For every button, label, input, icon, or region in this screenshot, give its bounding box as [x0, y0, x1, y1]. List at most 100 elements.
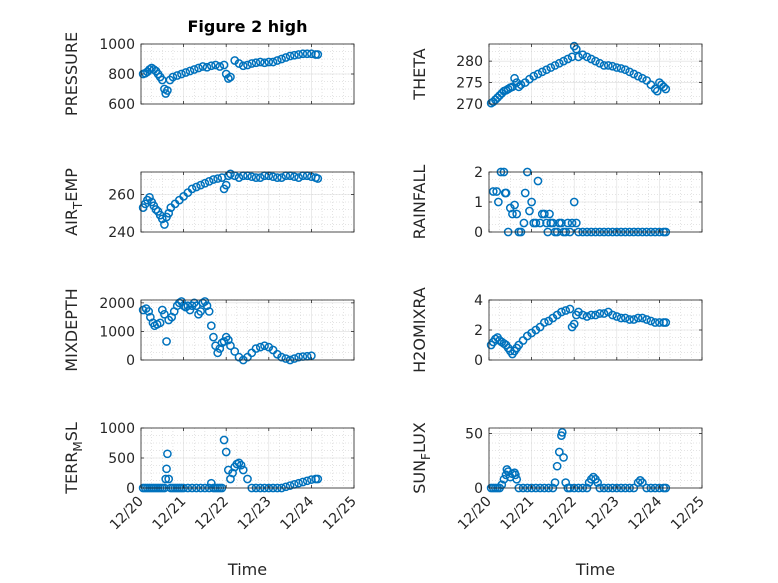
- x-tick-label: 12/21: [150, 494, 190, 534]
- data-point: [221, 447, 231, 457]
- y-tick-label: 1000: [99, 37, 135, 53]
- data-point: [550, 61, 560, 70]
- data-point: [219, 60, 229, 70]
- data-point: [516, 80, 526, 90]
- data-point: [194, 63, 203, 73]
- data-point: [512, 474, 522, 484]
- data-point: [251, 58, 261, 68]
- data-point: [591, 56, 600, 66]
- data-point: [172, 71, 182, 80]
- series-markers: [138, 49, 323, 98]
- data-point: [185, 305, 195, 315]
- data-point: [307, 475, 316, 484]
- data-point: [313, 50, 323, 59]
- data-point: [272, 173, 282, 182]
- data-point: [527, 197, 536, 207]
- data-point: [552, 461, 562, 471]
- data-point: [545, 209, 554, 219]
- axes-sun_flux: 0 50 12/20 12/21 12/22 12/23 12/24 12/25 Time SUN…: [410, 422, 708, 579]
- y-tick-label: 0: [474, 481, 483, 497]
- data-point: [277, 352, 286, 362]
- y-axis-label-part: MIXDEPTH: [62, 288, 81, 371]
- data-point: [494, 197, 503, 207]
- data-point: [655, 318, 664, 327]
- data-point: [155, 318, 165, 328]
- y-tick-label: 2: [474, 323, 483, 339]
- data-point: [285, 51, 295, 61]
- y-axis-label: PRESSURE: [62, 32, 81, 116]
- data-point: [285, 481, 295, 490]
- y-tick-label: 240: [108, 225, 135, 241]
- data-point: [196, 180, 205, 190]
- data-point: [571, 218, 581, 228]
- data-point: [294, 478, 303, 488]
- data-point: [546, 63, 556, 72]
- axes-pressure: 600 800 1000 Figure 2 high PRESSURE: [62, 17, 355, 116]
- x-tick-label: 12/21: [498, 494, 538, 534]
- y-tick-label: 4: [474, 293, 483, 309]
- y-axis-label-part: RAINFALL: [410, 165, 429, 240]
- data-point: [213, 348, 223, 358]
- y-axis-label: H2OMIXRA: [410, 287, 429, 373]
- data-point: [307, 49, 316, 59]
- data-point: [533, 69, 543, 79]
- data-point: [531, 218, 541, 228]
- data-point: [272, 56, 282, 65]
- data-point: [525, 206, 534, 216]
- y-axis-label: TERRMSL: [62, 422, 85, 495]
- data-point: [533, 176, 543, 186]
- data-point: [219, 337, 229, 346]
- y-tick-label: 800: [108, 67, 135, 83]
- data-point: [492, 187, 502, 196]
- data-point: [559, 56, 568, 66]
- data-point: [561, 478, 571, 487]
- data-point: [537, 67, 547, 77]
- y-tick-label: 2000: [99, 296, 135, 312]
- x-tick-label: 12/25: [320, 494, 360, 534]
- data-point: [633, 478, 643, 487]
- data-point: [563, 218, 573, 228]
- data-point: [247, 59, 257, 68]
- data-point: [238, 465, 248, 475]
- data-point: [277, 54, 286, 64]
- y-axis-label-part: TERR: [62, 452, 81, 495]
- data-point: [620, 65, 630, 75]
- data-point: [198, 62, 208, 71]
- data-point: [209, 175, 218, 184]
- data-point: [595, 309, 605, 318]
- axes-mixdepth: 0 1000 2000 MIXDEPTH: [62, 288, 355, 372]
- data-point: [268, 57, 278, 67]
- data-point: [206, 321, 216, 331]
- data-point: [616, 313, 626, 323]
- data-point: [557, 428, 567, 437]
- data-point: [520, 188, 530, 198]
- axes-theta: 270 275 280 THETA: [410, 41, 703, 113]
- data-point: [574, 52, 583, 62]
- y-axis-label-subscript: T: [71, 201, 85, 210]
- data-point: [294, 352, 303, 362]
- data-point: [226, 169, 235, 179]
- y-tick-label: 2: [474, 165, 483, 181]
- data-point: [514, 340, 524, 350]
- data-point: [202, 301, 212, 311]
- y-tick-label: 260: [108, 188, 135, 204]
- data-point: [277, 173, 286, 182]
- data-point: [247, 172, 257, 182]
- data-point: [625, 315, 634, 324]
- data-point: [215, 62, 225, 71]
- y-tick-label: 1000: [99, 324, 135, 340]
- data-point: [215, 344, 225, 353]
- data-point: [226, 72, 235, 82]
- data-point: [202, 62, 212, 72]
- data-point: [160, 220, 169, 229]
- y-tick-label: 280: [456, 54, 483, 70]
- data-point: [144, 307, 154, 316]
- y-tick-label: 500: [108, 451, 135, 467]
- data-point: [565, 304, 575, 314]
- axes-terr_msl: 0 500 1000 12/20 12/21 12/22 12/23 12/24 12/25 Ti…: [62, 421, 360, 579]
- series-markers: [486, 304, 671, 359]
- y-axis-label-part: AIR: [62, 209, 81, 236]
- data-point: [255, 342, 265, 352]
- data-point: [251, 344, 261, 353]
- data-point: [510, 200, 519, 210]
